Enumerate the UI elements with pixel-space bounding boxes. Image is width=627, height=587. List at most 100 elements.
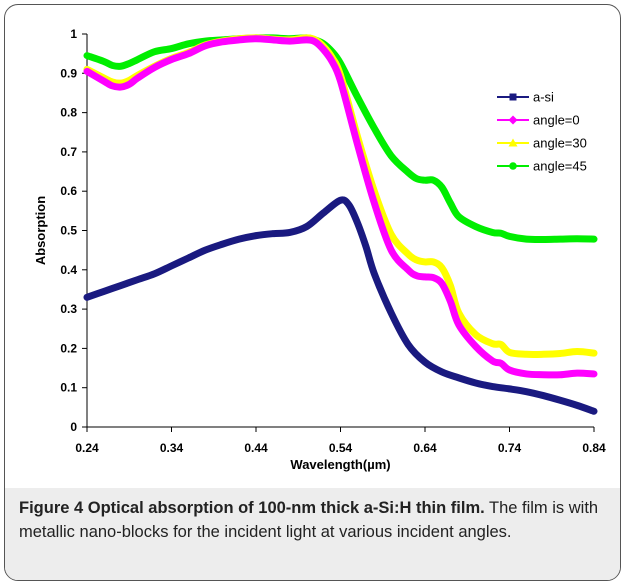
data-point	[153, 50, 156, 53]
data-point	[406, 343, 410, 346]
data-point	[390, 233, 393, 236]
data-point	[330, 60, 334, 63]
data-point	[111, 84, 114, 88]
data-point	[305, 225, 308, 228]
data-point	[390, 154, 393, 158]
series-angle-0	[83, 35, 598, 379]
legend-label: angle=30	[533, 136, 587, 151]
data-point	[440, 186, 444, 189]
data-point	[491, 342, 494, 345]
chart-legend: a-si angle=0 angle=30 angle=45	[497, 90, 587, 174]
data-point	[449, 284, 452, 287]
data-point	[542, 238, 545, 241]
data-point	[474, 225, 477, 228]
y-tick-label: 0.1	[60, 381, 77, 395]
legend-label: angle=45	[533, 159, 587, 174]
legend-item-angle-0: angle=0	[497, 113, 580, 128]
data-point	[170, 58, 173, 61]
caption-area: Figure 4 Optical absorption of 100-nm th…	[5, 488, 620, 580]
legend-marker	[509, 162, 517, 170]
data-point	[85, 70, 89, 73]
y-tick-label: 0.8	[60, 106, 77, 120]
data-point	[119, 284, 123, 287]
data-point	[153, 272, 156, 275]
legend-label: a-si	[533, 90, 554, 105]
x-tick-label: 0.84	[582, 441, 606, 455]
data-point	[592, 351, 596, 355]
data-point	[508, 351, 511, 354]
data-point	[432, 179, 435, 182]
data-point	[592, 237, 596, 241]
data-point	[474, 345, 477, 348]
data-point	[170, 47, 173, 50]
data-point	[457, 376, 460, 380]
data-point	[559, 237, 562, 241]
y-tick-label: 1	[70, 27, 77, 41]
data-point	[457, 311, 460, 315]
x-tick-label: 0.44	[244, 441, 268, 455]
y-tick-label: 0.3	[60, 302, 77, 316]
data-point	[85, 54, 89, 57]
data-point	[542, 394, 545, 397]
x-tick-label: 0.24	[75, 441, 99, 455]
data-point	[288, 39, 291, 43]
data-point	[449, 300, 452, 303]
data-point	[254, 234, 258, 237]
data-point	[406, 252, 410, 256]
data-point	[575, 371, 579, 375]
data-point	[102, 60, 106, 63]
data-point	[491, 359, 494, 363]
data-point	[415, 274, 418, 277]
data-point	[525, 390, 528, 393]
data-point	[440, 266, 444, 270]
legend-label: angle=0	[533, 113, 580, 128]
data-point	[85, 296, 89, 299]
data-point	[525, 353, 528, 356]
data-point	[364, 245, 368, 248]
data-point	[373, 201, 376, 205]
data-point	[221, 40, 224, 44]
y-tick-label: 0.2	[60, 341, 77, 355]
data-point	[204, 248, 207, 252]
data-point	[559, 373, 562, 376]
data-point	[322, 211, 325, 215]
y-tick-label: 0.9	[60, 66, 77, 80]
data-point	[390, 248, 393, 252]
y-tick-label: 0	[70, 420, 77, 434]
data-point	[170, 264, 173, 268]
x-tick-label: 0.74	[498, 441, 522, 455]
data-point	[592, 372, 596, 376]
data-point	[423, 179, 427, 182]
data-point	[559, 399, 562, 402]
data-point	[204, 44, 207, 47]
caption-title: Figure 4 Optical absorption of 100-nm th…	[19, 499, 485, 517]
x-axis-label: Wavelength(µm)	[290, 457, 390, 472]
data-point	[559, 352, 562, 355]
data-point	[508, 368, 511, 372]
data-point	[356, 142, 359, 146]
data-point	[423, 275, 427, 279]
data-point	[119, 85, 123, 89]
data-point	[136, 76, 139, 80]
legend-item-a-si: a-si	[497, 90, 554, 105]
data-point	[525, 372, 528, 376]
data-point	[119, 65, 123, 68]
data-point	[499, 362, 503, 365]
data-point	[592, 410, 596, 413]
data-point	[474, 381, 477, 385]
figure-caption: Figure 4 Optical absorption of 100-nm th…	[19, 496, 609, 544]
data-point	[339, 79, 342, 83]
absorption-chart: 0 0.1 0.2 0.3 0.4 0.5 0.6 0.7 0.8 0.9 1 0.24 0.34 0.4…	[33, 27, 606, 472]
data-point	[187, 52, 190, 55]
legend-item-angle-30: angle=30	[497, 136, 587, 151]
x-tick-label: 0.64	[413, 441, 437, 455]
data-point	[499, 343, 503, 346]
data-point	[254, 37, 258, 40]
data-point	[313, 40, 317, 44]
data-point	[356, 221, 359, 224]
data-point	[187, 256, 190, 260]
data-point	[491, 385, 494, 388]
caption-text: The film is with metallic nano-blocks fo…	[19, 499, 599, 541]
data-point	[542, 373, 545, 376]
figure-frame: 0 0.1 0.2 0.3 0.4 0.5 0.6 0.7 0.8 0.9 1 0.24 0.34 0.4…	[4, 4, 621, 581]
